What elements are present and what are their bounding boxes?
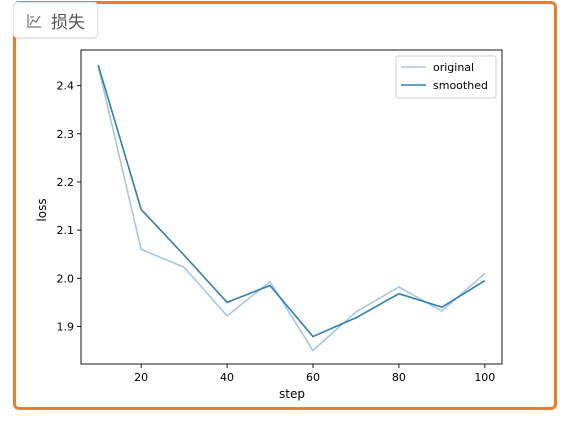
x-tick-label: 40 [220, 371, 234, 384]
x-tick-label: 100 [474, 371, 495, 384]
x-tick-label: 20 [134, 371, 148, 384]
series-line-original [97, 66, 486, 352]
plot-frame [80, 49, 503, 365]
y-tick-label: 1.9 [57, 320, 75, 333]
y-tick-label: 2.4 [57, 80, 75, 93]
y-tick-label: 2.1 [57, 224, 75, 237]
y-tick-label: 2.2 [57, 176, 75, 189]
y-axis-label: loss [35, 198, 49, 221]
legend-label-original: original [433, 61, 474, 74]
x-tick-label: 60 [306, 371, 320, 384]
y-tick-label: 2.3 [57, 128, 75, 141]
y-tick-label: 2.0 [57, 272, 75, 285]
x-tick-label: 80 [392, 371, 406, 384]
legend-label-smoothed: smoothed [433, 79, 488, 92]
panel-title: 损失 [51, 12, 85, 33]
chart-icon [26, 12, 43, 29]
series-line-smoothed [97, 64, 486, 338]
x-axis-label: step [279, 387, 305, 401]
panel-title-tab: 损失 [13, 2, 98, 38]
